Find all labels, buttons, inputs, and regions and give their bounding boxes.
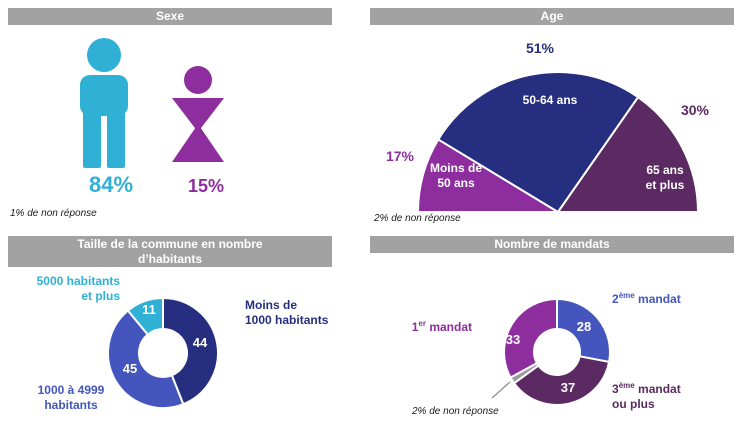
label-2eme-mandat-base: 2: [612, 292, 619, 306]
taille-donut-chart: [107, 296, 219, 409]
taille-value-44: 44: [192, 335, 208, 350]
age-header-label: Age: [540, 9, 564, 23]
mandats-header: Nombre de mandats: [370, 236, 734, 253]
label-1er-mandat-base: 1: [411, 320, 419, 334]
sexe-header-label: Sexe: [155, 9, 185, 23]
label-3eme-mandat: 3ème mandat ou plus: [612, 382, 722, 412]
label-2eme-mandat-sup: ème: [618, 291, 635, 300]
age-header: Age: [370, 8, 734, 25]
female-icon: [172, 66, 224, 162]
mandats-value-28: 28: [576, 319, 592, 334]
label-3eme-mandat-line2: ou plus: [612, 397, 655, 411]
panel-age: Age 51% 30% 17% 50-64 ans 65 ans et plus…: [370, 8, 734, 230]
label-3eme-mandat-line1: 3ème mandat: [612, 382, 722, 397]
age-17-label: 17%: [385, 148, 415, 164]
male-icon-right-leg: [107, 112, 125, 168]
label-2eme-mandat: 2ème mandat: [612, 292, 722, 307]
female-percentage: 15%: [187, 176, 225, 196]
age-seg-65plus-line2: et plus: [645, 178, 685, 192]
taille-value-11: 11: [142, 302, 156, 317]
label-1000-4999: 1000 à 4999 habitants: [16, 383, 126, 413]
label-moins-1000: Moins de 1000 habitants: [245, 298, 335, 328]
taille-header: Taille de la commune en nombre d’habitan…: [8, 236, 332, 267]
age-footnote: 2% de non réponse: [374, 213, 461, 224]
taille-value-45: 45: [122, 361, 138, 376]
age-seg-50-64-label: 50-64 ans: [522, 93, 578, 107]
female-icon-bottom: [172, 124, 224, 162]
mandats-header-label: Nombre de mandats: [494, 237, 610, 251]
label-5000-plus-line2: et plus: [81, 289, 120, 303]
label-1000-4999-line2: habitants: [44, 398, 98, 412]
label-5000-plus-line1: 5000 habitants: [36, 274, 120, 288]
label-moins-1000-line1: Moins de: [245, 298, 298, 312]
female-icon-head: [184, 66, 212, 94]
sexe-footnote: 1% de non réponse: [10, 208, 97, 219]
male-icon: [80, 38, 128, 168]
label-1er-mandat: 1er mandat: [370, 320, 472, 335]
age-seg-less50-line2: 50 ans: [437, 176, 475, 190]
age-seg-less50-line1: Moins de: [429, 161, 482, 175]
label-3eme-mandat-sup: ème: [618, 381, 635, 390]
male-icon-head: [87, 38, 121, 72]
non-reponse-leader-line: [491, 381, 511, 399]
label-1er-mandat-rest: mandat: [425, 320, 472, 334]
mandats-value-33: 33: [505, 332, 521, 347]
panel-sexe: Sexe 84% 15% 1% de non réponse: [8, 8, 332, 230]
male-percentage: 84%: [88, 172, 134, 197]
mandats-donut-chart: [491, 297, 611, 406]
male-icon-torso: [80, 75, 128, 116]
label-1er-mandat-sup: er: [418, 319, 426, 328]
age-seg-65plus-label: 65 ans et plus: [625, 163, 705, 193]
mandats-footnote: 2% de non réponse: [412, 406, 499, 417]
age-seg-less50-label: Moins de 50 ans: [418, 161, 494, 191]
age-30-label: 30%: [680, 102, 710, 118]
label-1000-4999-line1: 1000 à 4999: [37, 383, 105, 397]
mandats-value-37: 37: [560, 380, 576, 395]
panel-mandats: Nombre de mandats 28 37 33 1er mandat 2è…: [370, 236, 734, 422]
age-seg-65plus-line1: 65 ans: [646, 163, 684, 177]
age-51-label: 51%: [525, 40, 555, 56]
taille-header-line2: d’habitants: [137, 251, 202, 266]
label-moins-1000-line2: 1000 habitants: [245, 313, 329, 327]
age-semicircle-chart: [416, 71, 700, 214]
sexe-header: Sexe: [8, 8, 332, 25]
label-5000-plus: 5000 habitants et plus: [8, 274, 120, 304]
panel-taille: Taille de la commune en nombre d’habitan…: [8, 236, 332, 422]
label-3eme-mandat-rest: mandat: [634, 382, 681, 396]
label-2eme-mandat-rest: mandat: [634, 292, 681, 306]
label-3eme-mandat-base: 3: [612, 382, 619, 396]
taille-header-line1: Taille de la commune en nombre: [77, 236, 263, 251]
female-icon-top: [172, 98, 224, 132]
male-icon-left-leg: [83, 112, 101, 168]
